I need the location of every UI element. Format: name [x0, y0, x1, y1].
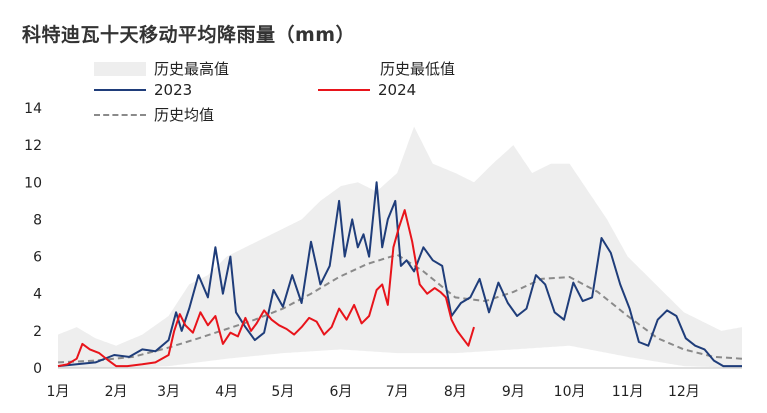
- x-tick-label: 3月: [157, 384, 180, 400]
- x-tick-label: 9月: [502, 384, 525, 400]
- legend-item-2023: 2023: [94, 81, 192, 99]
- legend-label-max: 历史最高值: [154, 60, 230, 78]
- legend-label-2024: 2024: [378, 81, 417, 99]
- x-tick-label: 4月: [215, 384, 238, 400]
- legend-item-avg: 历史均值: [94, 104, 214, 125]
- legend-swatch-avg: [94, 113, 146, 116]
- legend-label-min: 历史最低值: [380, 60, 456, 78]
- x-tick-label: 1月: [47, 384, 70, 400]
- x-tick-label: 2月: [105, 384, 128, 400]
- series-line-average: [57, 253, 743, 364]
- x-tick-label: 10月: [554, 384, 586, 400]
- y-tick-label: 10: [24, 175, 42, 191]
- x-tick-label: 7月: [386, 384, 409, 400]
- x-tick-label: 8月: [444, 384, 467, 400]
- legend-label-2023: 2023: [154, 81, 193, 99]
- y-tick-label: 14: [24, 101, 42, 117]
- y-tick-label: 12: [24, 138, 42, 154]
- legend-item-2024: 2024: [318, 81, 416, 99]
- y-tick-label: 6: [33, 250, 42, 266]
- x-axis-ticks: 1月 2月 3月 4月 5月 6月 7月 8月 9月 10月 11月 12月: [47, 384, 700, 400]
- series-line-2023: [57, 181, 742, 368]
- legend-swatch-2023: [94, 89, 146, 91]
- legend-swatch-2024: [318, 89, 370, 91]
- x-tick-label: 12月: [668, 384, 700, 400]
- y-tick-label: 0: [33, 361, 42, 377]
- legend-label-avg: 历史均值: [154, 106, 215, 124]
- y-tick-label: 8: [33, 212, 42, 228]
- y-tick-label: 2: [33, 324, 42, 340]
- y-tick-label: 4: [33, 287, 42, 303]
- legend-swatch-band: [94, 61, 146, 76]
- average-layer: [57, 253, 743, 364]
- x-tick-label: 6月: [330, 384, 353, 400]
- chart-title: 科特迪瓦十天移动平均降雨量（mm）: [22, 24, 356, 46]
- y-axis-ticks: 0 2 4 6 8 10 12 14: [24, 101, 42, 377]
- series-line-2024: [57, 209, 475, 368]
- legend-item-min: 历史最低值: [380, 58, 455, 79]
- series-layer: [57, 181, 742, 368]
- x-tick-label: 11月: [612, 384, 644, 400]
- x-tick-label: 5月: [271, 384, 294, 400]
- legend-item-max: 历史最高值: [94, 58, 229, 79]
